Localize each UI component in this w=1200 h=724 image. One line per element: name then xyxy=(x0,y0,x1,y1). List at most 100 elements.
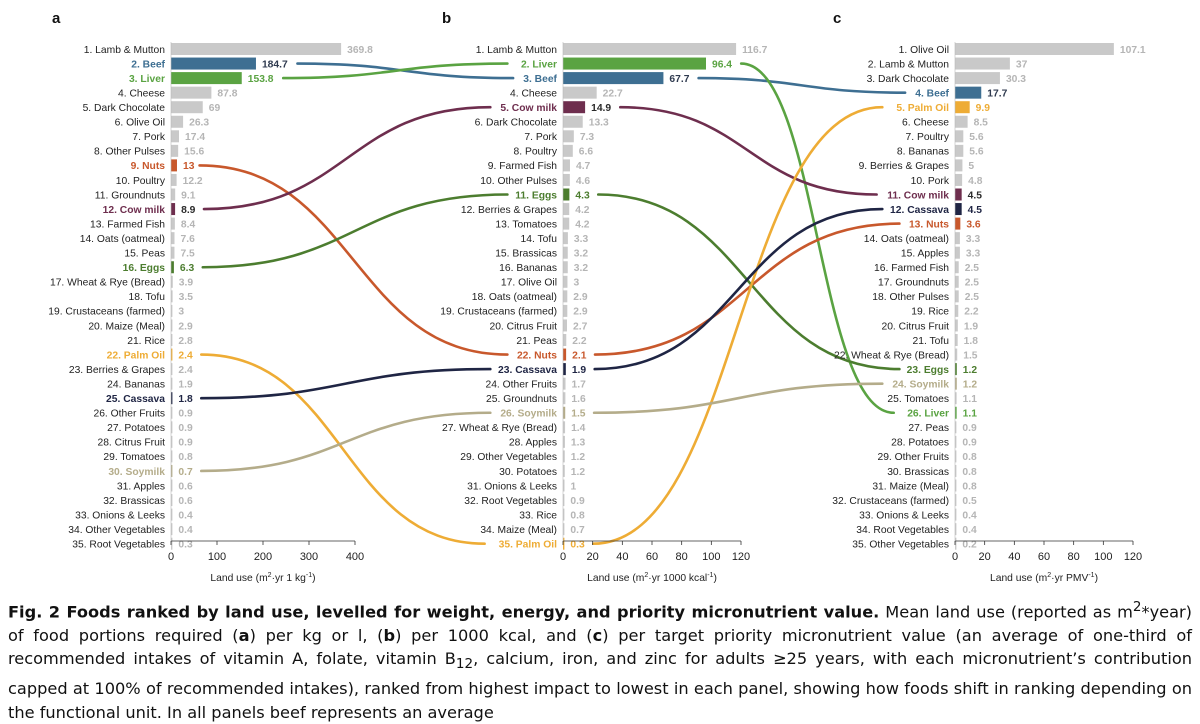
value-label: 13 xyxy=(183,161,195,172)
bar xyxy=(955,43,1114,55)
caption-title: Fig. 2 Foods ranked by land use, levelle… xyxy=(8,602,880,622)
category-label: 31. Apples xyxy=(117,481,165,492)
category-label: 22. Nuts xyxy=(517,350,557,361)
bar xyxy=(171,115,184,128)
category-label: 24. Bananas xyxy=(107,379,165,390)
category-label: 24. Soymilk xyxy=(892,379,949,390)
value-label: 0.9 xyxy=(570,496,585,507)
category-label: 29. Other Vegetables xyxy=(460,452,557,463)
value-label: 2.5 xyxy=(965,278,980,289)
category-label: 20. Maize (Meal) xyxy=(88,321,165,332)
value-label: 0.4 xyxy=(178,510,193,521)
value-label: 7.5 xyxy=(180,249,195,260)
bar xyxy=(171,188,176,201)
value-label: 3.6 xyxy=(966,219,981,230)
category-label: 35. Other Vegetables xyxy=(852,540,949,551)
value-label: 0.8 xyxy=(570,510,585,521)
panel-label: c xyxy=(833,10,841,27)
value-label: 1.2 xyxy=(963,365,978,376)
value-label: 0.8 xyxy=(962,467,977,478)
value-label: 2.7 xyxy=(573,321,588,332)
bar xyxy=(171,537,173,550)
value-label: 22.7 xyxy=(603,88,623,99)
link-eggs xyxy=(596,193,901,371)
value-label: 2.4 xyxy=(178,350,193,361)
link-cowmilk xyxy=(619,105,878,196)
x-axis-label-sup: -1 xyxy=(306,572,312,579)
value-label: 4.2 xyxy=(575,205,590,216)
category-label: 18. Other Pulses xyxy=(872,292,949,303)
bar xyxy=(171,203,176,216)
bar xyxy=(563,421,566,434)
bar xyxy=(563,115,583,128)
category-label: 4. Beef xyxy=(915,88,949,99)
bar xyxy=(955,130,964,143)
value-label: 7.3 xyxy=(580,132,595,143)
bar xyxy=(955,232,960,245)
value-label: 12.2 xyxy=(183,176,203,187)
bar xyxy=(563,406,566,419)
bar xyxy=(171,101,203,114)
bar xyxy=(171,523,173,536)
value-label: 1.3 xyxy=(571,438,586,449)
category-label: 6. Olive Oil xyxy=(115,118,165,129)
x-tick-label: 120 xyxy=(1124,551,1142,563)
bar xyxy=(171,494,173,507)
bar xyxy=(171,232,175,245)
category-label: 34. Root Vegetables xyxy=(856,525,949,536)
bar xyxy=(171,72,242,85)
bar xyxy=(563,334,567,346)
figure-caption: Fig. 2 Foods ranked by land use, levelle… xyxy=(8,596,1192,724)
link-nuts xyxy=(593,222,901,356)
category-label: 13. Nuts xyxy=(909,219,949,230)
value-label: 184.7 xyxy=(262,59,288,70)
caption-text: ) per kg or l, ( xyxy=(249,625,384,645)
value-label: 0.6 xyxy=(178,481,193,492)
panel-label: a xyxy=(52,10,61,27)
value-label: 1.4 xyxy=(571,423,586,434)
category-label: 13. Tomatoes xyxy=(495,219,557,230)
category-label: 33. Onions & Leeks xyxy=(859,510,949,521)
category-label: 9. Farmed Fish xyxy=(488,161,558,172)
x-axis-label-part: Land use (m xyxy=(990,573,1047,584)
value-label: 4.3 xyxy=(575,190,590,201)
category-label: 10. Other Pulses xyxy=(480,176,557,187)
bar xyxy=(171,450,173,463)
value-label: 1.5 xyxy=(963,350,978,361)
value-label: 1.6 xyxy=(571,394,586,405)
bar xyxy=(955,72,1000,85)
link-nuts xyxy=(198,164,509,356)
value-label: 1.9 xyxy=(572,365,587,376)
bar xyxy=(955,188,962,201)
category-label: 6. Dark Chocolate xyxy=(475,118,558,129)
bar xyxy=(171,290,173,303)
x-tick-label: 200 xyxy=(254,551,272,563)
category-label: 28. Apples xyxy=(509,438,557,449)
value-label: 1.5 xyxy=(571,409,586,420)
value-label: 5.6 xyxy=(969,147,984,158)
bar xyxy=(171,406,173,419)
bar xyxy=(563,304,568,317)
bar xyxy=(171,508,173,521)
bar xyxy=(563,377,566,390)
category-label: 4. Cheese xyxy=(510,88,557,99)
category-label: 6. Cheese xyxy=(902,118,949,129)
panel-b: b 1. Lamb & Mutton 116.7 2. Liver 96.4 3. Bee… xyxy=(440,10,767,584)
category-label: 27. Wheat & Rye (Bread) xyxy=(442,423,557,434)
category-label: 16. Bananas xyxy=(499,263,557,274)
value-label: 69 xyxy=(209,103,221,114)
category-label: 5. Dark Chocolate xyxy=(83,103,166,114)
x-tick-label: 20 xyxy=(587,551,599,563)
category-label: 1. Olive Oil xyxy=(899,45,949,56)
value-label: 67.7 xyxy=(669,74,689,85)
category-label: 17. Wheat & Rye (Bread) xyxy=(50,278,165,289)
category-label: 3. Liver xyxy=(129,74,165,85)
value-label: 6.6 xyxy=(579,147,594,158)
chart-panels: a 1. Lamb & Mutton 369.8 2. Beef 184.7 3. Liv… xyxy=(48,10,1146,584)
value-label: 4.5 xyxy=(968,190,983,201)
x-axis-label-part: ) xyxy=(713,573,716,584)
category-label: 27. Potatoes xyxy=(107,423,165,434)
x-axis-label-part: ) xyxy=(1095,573,1098,584)
value-label: 1.8 xyxy=(178,394,193,405)
link-soymilk xyxy=(200,411,492,473)
